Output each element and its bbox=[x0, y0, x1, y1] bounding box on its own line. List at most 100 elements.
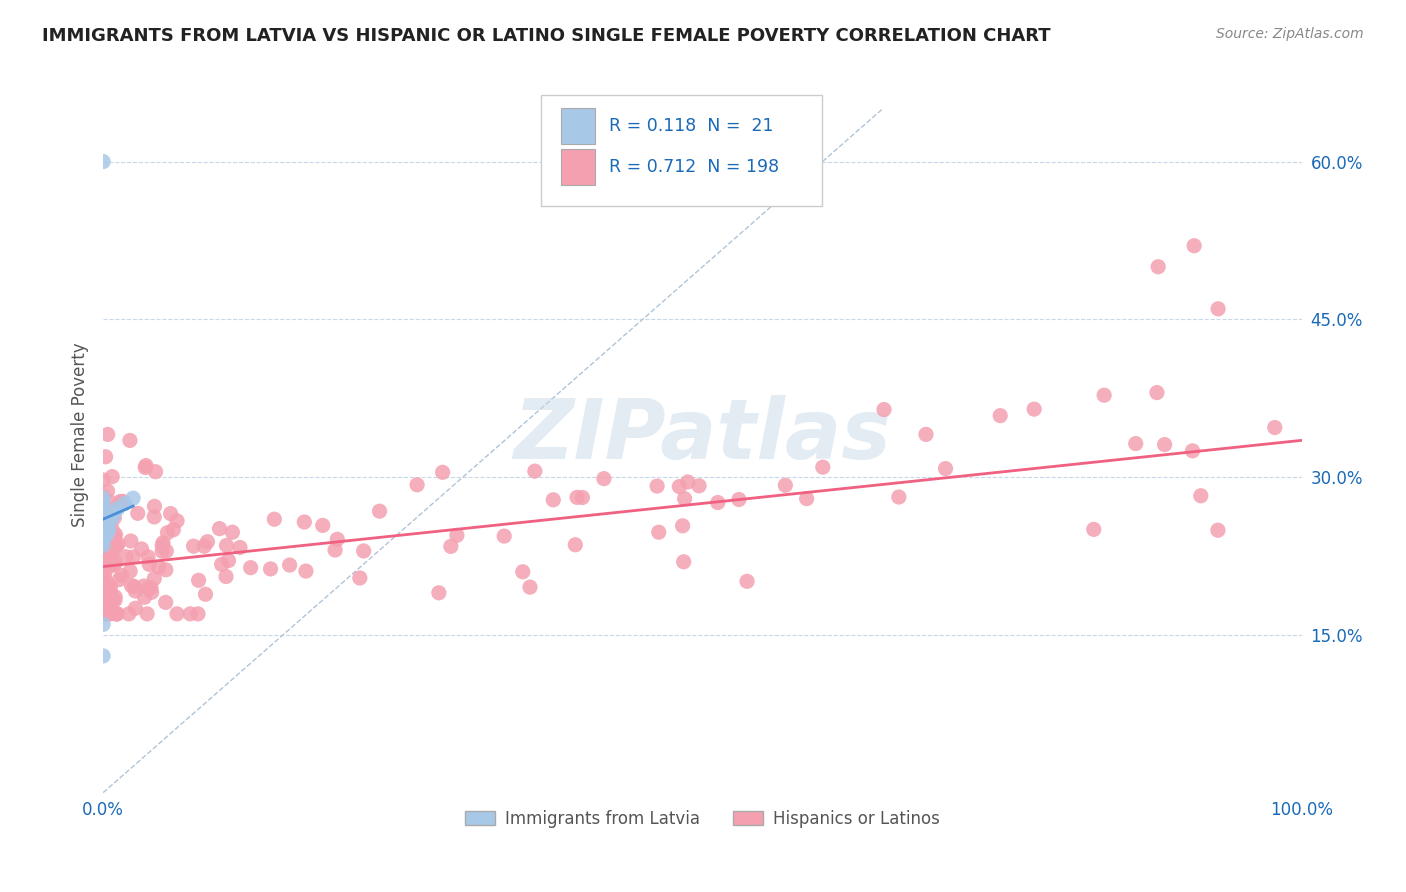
Point bbox=[143, 500, 166, 514]
Point bbox=[93, 524, 115, 538]
Point bbox=[1147, 260, 1170, 274]
Point bbox=[93, 607, 115, 621]
Point bbox=[166, 607, 188, 621]
Point bbox=[162, 523, 184, 537]
Point bbox=[1153, 437, 1175, 451]
Point bbox=[91, 507, 114, 521]
FancyBboxPatch shape bbox=[561, 149, 595, 185]
Point bbox=[432, 465, 454, 479]
FancyBboxPatch shape bbox=[561, 108, 595, 144]
Point bbox=[131, 541, 153, 556]
Point bbox=[671, 518, 693, 533]
Point bbox=[93, 551, 115, 566]
Point bbox=[150, 539, 173, 553]
Point bbox=[91, 512, 114, 526]
Point bbox=[91, 523, 114, 537]
Point bbox=[775, 478, 797, 492]
Point bbox=[105, 539, 128, 553]
Point bbox=[193, 539, 215, 553]
Y-axis label: Single Female Poverty: Single Female Poverty bbox=[72, 343, 89, 527]
Point bbox=[132, 579, 155, 593]
Point bbox=[1146, 385, 1168, 400]
Point bbox=[104, 593, 127, 607]
Point bbox=[91, 154, 114, 169]
Point bbox=[150, 544, 173, 558]
Point bbox=[94, 543, 117, 558]
Point bbox=[100, 558, 122, 572]
Point bbox=[97, 427, 120, 442]
Point bbox=[100, 607, 122, 621]
Point bbox=[796, 491, 818, 506]
Point bbox=[103, 511, 125, 525]
Point bbox=[134, 460, 156, 475]
Point bbox=[96, 548, 118, 562]
Point bbox=[97, 550, 120, 565]
Point bbox=[97, 483, 120, 498]
Point bbox=[104, 527, 127, 541]
Point bbox=[197, 534, 219, 549]
Point bbox=[93, 536, 115, 550]
Point bbox=[211, 558, 233, 572]
Point bbox=[91, 528, 114, 542]
Point bbox=[98, 523, 121, 537]
Point bbox=[93, 607, 115, 621]
Point bbox=[93, 607, 115, 621]
Point bbox=[104, 607, 127, 621]
Point bbox=[136, 549, 159, 564]
Point bbox=[93, 543, 115, 558]
Point bbox=[136, 607, 159, 621]
Point bbox=[221, 525, 243, 540]
Point bbox=[91, 549, 114, 563]
Point bbox=[100, 589, 122, 603]
Point bbox=[107, 537, 129, 551]
Point bbox=[93, 538, 115, 552]
Point bbox=[122, 549, 145, 564]
Point bbox=[166, 514, 188, 528]
Point bbox=[93, 549, 115, 564]
Point bbox=[1182, 238, 1205, 252]
Point bbox=[239, 560, 262, 574]
Point bbox=[111, 568, 134, 582]
Point bbox=[138, 582, 160, 596]
Point bbox=[353, 544, 375, 558]
Point bbox=[108, 573, 131, 587]
Point bbox=[143, 572, 166, 586]
Point bbox=[1092, 388, 1115, 402]
Point bbox=[96, 603, 118, 617]
Point bbox=[259, 562, 281, 576]
Point bbox=[105, 538, 128, 552]
Point bbox=[127, 506, 149, 520]
Point bbox=[368, 504, 391, 518]
Point bbox=[312, 518, 335, 533]
Point bbox=[263, 512, 285, 526]
Point bbox=[94, 450, 117, 464]
Point bbox=[1264, 420, 1286, 434]
Point bbox=[93, 570, 115, 584]
Point bbox=[208, 522, 231, 536]
Point bbox=[91, 533, 114, 548]
Point bbox=[107, 501, 129, 516]
Point bbox=[735, 574, 758, 589]
Point bbox=[326, 533, 349, 547]
Point bbox=[104, 590, 127, 604]
Point bbox=[148, 560, 170, 574]
Point bbox=[1181, 443, 1204, 458]
Point bbox=[96, 512, 118, 526]
Point bbox=[91, 577, 114, 591]
Point bbox=[541, 492, 564, 507]
Point bbox=[155, 595, 177, 609]
Point bbox=[96, 607, 118, 621]
Point bbox=[122, 491, 145, 505]
Point bbox=[91, 501, 114, 516]
Point bbox=[187, 607, 209, 621]
Point bbox=[112, 497, 135, 511]
Point bbox=[98, 584, 121, 599]
Point bbox=[156, 525, 179, 540]
Point bbox=[139, 581, 162, 595]
Point bbox=[94, 527, 117, 541]
Point bbox=[104, 555, 127, 569]
Point bbox=[323, 543, 346, 558]
Point bbox=[152, 535, 174, 549]
Point bbox=[349, 571, 371, 585]
Point bbox=[93, 558, 115, 573]
